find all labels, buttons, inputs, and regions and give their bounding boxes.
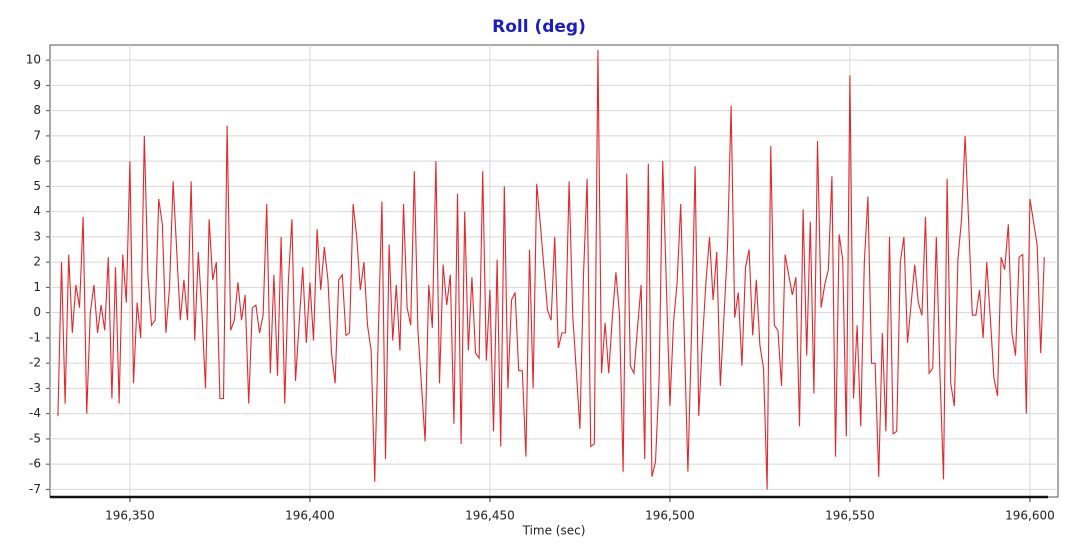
y-tick-label: 9	[33, 78, 41, 92]
y-tick-label: 0	[33, 305, 41, 319]
y-tick-label: 3	[33, 229, 41, 243]
x-tick-label: 196,400	[285, 509, 335, 523]
y-tick-label: -6	[29, 457, 41, 471]
y-tick-label: -1	[29, 330, 41, 344]
chart-title: Roll (deg)	[492, 17, 586, 37]
x-tick-label: 196,550	[825, 509, 875, 523]
y-tick-label: 10	[26, 53, 41, 67]
y-tick-label: -4	[29, 406, 41, 420]
y-tick-label: 2	[33, 255, 41, 269]
y-tick-label: 6	[33, 154, 41, 168]
x-tick-label: 196,500	[645, 509, 695, 523]
x-tick-label: 196,600	[1005, 509, 1055, 523]
y-tick-label: -3	[29, 381, 41, 395]
y-tick-label: -5	[29, 431, 41, 445]
y-tick-label: 7	[33, 128, 41, 142]
y-tick-label: -2	[29, 356, 41, 370]
x-tick-label: 196,450	[465, 509, 515, 523]
y-tick-label: 5	[33, 179, 41, 193]
y-tick-label: 1	[33, 280, 41, 294]
x-tick-label: 196,350	[105, 509, 155, 523]
x-axis-label: Time (sec)	[522, 524, 586, 538]
y-tick-label: 4	[33, 204, 41, 218]
plot-area	[49, 44, 1059, 498]
y-tick-label: 8	[33, 103, 41, 117]
data-line	[57, 50, 1045, 490]
y-tick-label: -7	[29, 482, 41, 496]
